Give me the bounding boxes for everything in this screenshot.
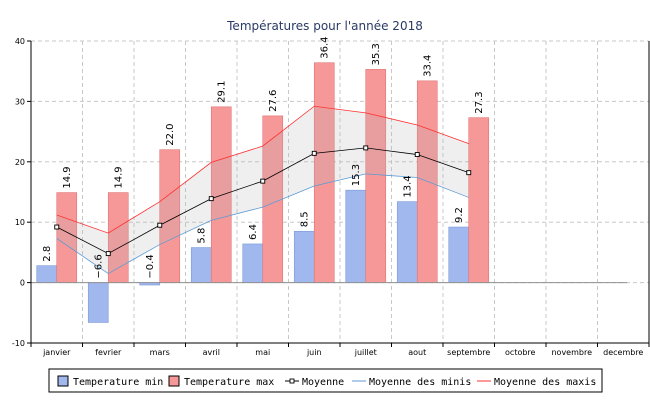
bar-min-fevrier (87, 282, 109, 323)
legend-label-4: Moyenne des maxis (494, 377, 596, 388)
grid (31, 40, 650, 343)
line-moyenne-des-minis (56, 173, 469, 275)
y-tick-label: 10 (15, 218, 25, 227)
legend-label-3: Moyenne des minis (369, 377, 471, 388)
bar-min-janvier (36, 265, 58, 283)
legend-box (48, 368, 603, 393)
y-tick-label: 30 (15, 97, 25, 106)
bar-min-septembre (448, 226, 470, 283)
marker-moyenne-septembre (466, 170, 472, 176)
legend-label-2: Moyenne (302, 377, 344, 388)
label-max-janvier: 14.9 (62, 166, 73, 188)
y-tick-label: -10 (12, 339, 25, 348)
bar-max-juillet (365, 69, 387, 283)
legend-label-1: Temperature max (184, 377, 274, 388)
label-min-mars: −0.4 (145, 254, 156, 278)
chart-title: Températures pour l'année 2018 (226, 19, 423, 33)
y-tick-label: 20 (15, 158, 25, 167)
x-tick-label-septembre: septembre (447, 348, 490, 357)
x-tick-label-novembre: novembre (551, 348, 592, 357)
legend-label-0: Temperature min (73, 377, 163, 388)
label-max-septembre: 27.3 (474, 91, 485, 113)
legend-swatch-1 (168, 375, 180, 387)
label-min-aout: 13.4 (402, 175, 413, 197)
x-tick-label-juillet: juillet (354, 348, 377, 357)
value-labels: 2.8 14.9 −6.6 14.9 −0.4 22.0 5.8 29.1 6.4 27.6 8.5… (42, 36, 485, 278)
bar-min-mai (242, 243, 264, 283)
x-tick-label-octobre: octobre (505, 348, 536, 357)
legend-swatch-0 (57, 375, 69, 387)
legend-marker-2 (289, 378, 295, 384)
line-moyenne-des-maxis (56, 105, 469, 234)
marker-moyenne-aout (414, 152, 420, 158)
marker-moyenne-mai (260, 178, 266, 184)
marker-moyenne-janvier (54, 224, 60, 230)
label-min-juillet: 15.3 (351, 164, 362, 186)
label-max-juillet: 35.3 (371, 43, 382, 65)
marker-moyenne-mars (157, 222, 163, 228)
label-max-mars: 22.0 (165, 123, 176, 145)
x-tick-label-aout: aout (408, 348, 426, 357)
label-max-aout: 33.4 (422, 55, 433, 77)
x-tick-label-avril: avril (203, 348, 220, 357)
x-tick-label-mars: mars (150, 348, 170, 357)
marker-moyenne-juillet (363, 145, 369, 151)
label-min-septembre: 9.2 (454, 207, 465, 223)
label-max-fevrier: 14.9 (113, 166, 124, 188)
marker-moyenne-juin (311, 150, 317, 156)
x-tick-label-fevrier: fevrier (95, 348, 122, 357)
label-min-fevrier: −6.6 (93, 254, 104, 278)
y-tick-label: 40 (15, 37, 25, 46)
x-tick-label-mai: mai (255, 348, 270, 357)
bar-min-juin (293, 230, 315, 283)
bar-min-juillet (345, 189, 367, 283)
bars (36, 62, 490, 323)
marker-moyenne-avril (208, 196, 214, 202)
legend: Temperature min Temperature max Moyenne Moy… (48, 368, 603, 393)
x-tick-label-decembre: decembre (603, 348, 643, 357)
label-min-avril: 5.8 (196, 228, 207, 244)
label-min-janvier: 2.8 (42, 246, 53, 262)
lines (54, 105, 472, 275)
label-max-mai: 27.6 (268, 90, 279, 112)
x-tick-label-janvier: janvier (42, 348, 71, 357)
marker-moyenne-fevrier (105, 251, 111, 257)
label-min-juin: 8.5 (299, 211, 310, 227)
x-tick-label-juin: juin (306, 348, 322, 357)
label-max-avril: 29.1 (216, 81, 227, 103)
axes: -10 0 10 20 30 40 janvier fevrier mars avril mai ju… (12, 37, 650, 357)
bar-min-avril (190, 247, 212, 283)
label-min-mai: 6.4 (248, 224, 259, 240)
label-max-juin: 36.4 (319, 36, 330, 58)
y-tick-label: 0 (20, 279, 25, 288)
bar-max-septembre (468, 117, 490, 283)
bar-min-aout (396, 201, 418, 283)
